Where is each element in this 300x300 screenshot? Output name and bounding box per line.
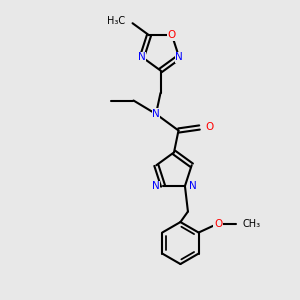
Text: O: O — [168, 30, 176, 40]
Text: N: N — [175, 52, 183, 62]
Text: H₃C: H₃C — [107, 16, 125, 26]
Text: N: N — [152, 181, 160, 191]
Text: N: N — [152, 109, 160, 119]
Text: O: O — [205, 122, 213, 133]
Text: O: O — [214, 218, 222, 229]
Text: CH₃: CH₃ — [242, 218, 260, 229]
Text: N: N — [188, 181, 196, 191]
Text: N: N — [138, 52, 146, 62]
